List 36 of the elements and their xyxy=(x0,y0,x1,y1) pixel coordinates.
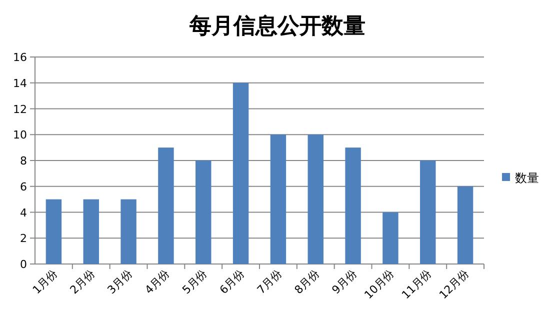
y-tick-label: 14 xyxy=(13,76,27,90)
bar xyxy=(345,148,361,264)
bar xyxy=(158,148,174,264)
chart-title: 每月信息公开数量 xyxy=(188,14,366,39)
y-tick-label: 6 xyxy=(20,180,27,194)
bar xyxy=(46,199,62,264)
bar xyxy=(308,134,324,264)
legend: 数量 xyxy=(502,171,539,185)
x-tick-label: 3月份 xyxy=(104,266,135,297)
x-tick-label: 9月份 xyxy=(329,266,360,297)
bar xyxy=(120,199,136,264)
y-tick-label: 4 xyxy=(20,206,27,220)
bar xyxy=(196,160,212,264)
bar xyxy=(457,186,474,264)
x-tick-label: 4月份 xyxy=(142,266,172,297)
x-tick-label: 1月份 xyxy=(30,266,60,297)
bar xyxy=(232,82,249,264)
y-tick-label: 10 xyxy=(13,128,27,142)
y-tick-label: 8 xyxy=(20,154,27,168)
x-tick-label: 11月份 xyxy=(399,266,434,302)
x-tick-label: 12月份 xyxy=(436,266,472,302)
bar xyxy=(270,134,286,264)
x-tick-label: 10月份 xyxy=(362,266,397,302)
bar xyxy=(420,160,436,264)
bar xyxy=(382,212,398,264)
x-tick-label: 2月份 xyxy=(68,266,98,297)
x-tick-label: 6月份 xyxy=(217,266,247,297)
x-tick-label: 7月份 xyxy=(254,266,284,297)
y-tick-label: 2 xyxy=(20,232,27,246)
legend-label: 数量 xyxy=(515,171,539,185)
y-tick-label: 12 xyxy=(13,102,27,116)
bar xyxy=(83,199,99,264)
x-tick-label: 8月份 xyxy=(292,266,322,297)
y-tick-label: 16 xyxy=(13,51,27,64)
y-tick-label: 0 xyxy=(20,258,27,271)
x-tick-label: 5月份 xyxy=(180,266,210,297)
